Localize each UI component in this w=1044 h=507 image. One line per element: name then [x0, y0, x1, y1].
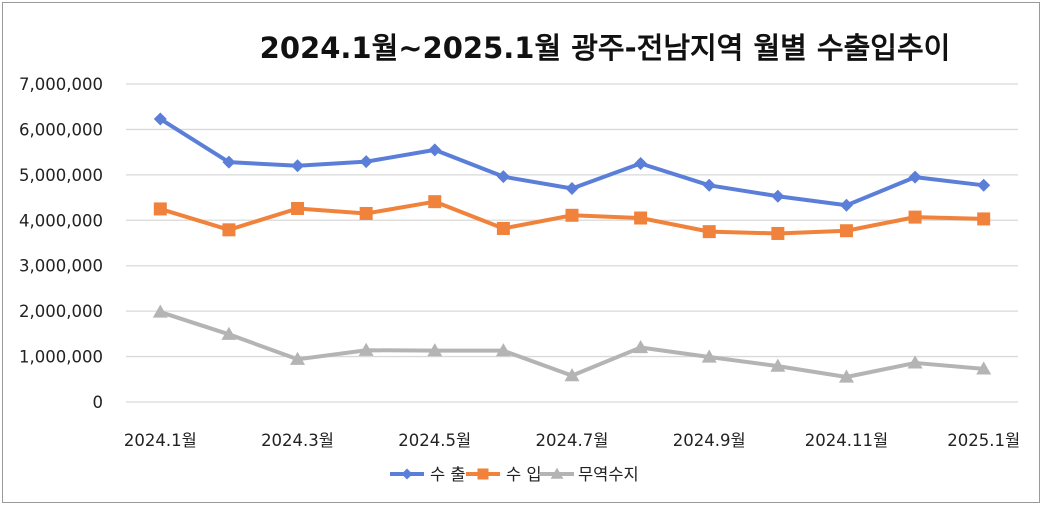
series-2	[152, 304, 992, 383]
y-tick-label: 4,000,000	[19, 211, 103, 230]
legend: 수 출 수 입 무역수지	[390, 465, 639, 484]
data-point	[701, 349, 717, 363]
x-tick-label: 2024.5월	[398, 431, 471, 450]
x-tick-label: 2025.1월	[947, 431, 1020, 450]
data-point	[771, 189, 785, 203]
data-point	[359, 155, 373, 169]
data-point	[358, 342, 374, 356]
data-point	[839, 224, 853, 238]
data-point	[496, 170, 510, 184]
data-point	[152, 304, 168, 318]
data-point	[565, 181, 579, 195]
legend-label: 수 출	[430, 465, 466, 484]
data-point	[839, 198, 853, 212]
data-point	[908, 210, 922, 224]
gridlines	[126, 83, 1018, 403]
data-point	[290, 351, 306, 365]
series-1	[153, 195, 991, 240]
data-point	[428, 143, 442, 157]
data-point	[359, 206, 373, 220]
data-point	[634, 157, 648, 170]
data-point	[977, 178, 991, 192]
data-point	[222, 223, 236, 237]
data-point	[496, 221, 510, 235]
legend-marker	[550, 467, 564, 479]
x-tick-label: 2024.11월	[805, 431, 888, 450]
data-point	[977, 212, 991, 226]
legend-item: 수 출	[390, 465, 466, 484]
x-tick-label: 2024.3월	[261, 431, 334, 450]
series-line	[158, 310, 986, 380]
chart-title: 2024.1월~2025.1월 광주-전남지역 월별 수출입추이	[260, 31, 951, 65]
data-point	[564, 368, 580, 382]
x-tick-label: 2024.9월	[673, 431, 746, 450]
legend-item: 수 입	[466, 465, 542, 484]
data-point	[291, 201, 305, 215]
legend-marker	[401, 468, 413, 480]
legend-label: 수 입	[506, 465, 542, 484]
data-point	[838, 369, 854, 383]
y-tick-label: 2,000,000	[19, 302, 103, 321]
data-point	[495, 343, 511, 357]
data-point	[908, 170, 922, 184]
legend-label: 무역수지	[578, 465, 639, 484]
series-0	[153, 112, 991, 212]
data-point	[907, 355, 923, 369]
y-tick-label: 3,000,000	[19, 257, 103, 276]
data-point	[428, 195, 442, 209]
data-point	[702, 225, 716, 239]
x-tick-label: 2024.1월	[124, 431, 197, 450]
series-layer	[152, 112, 992, 383]
data-point	[771, 226, 785, 240]
data-point	[222, 155, 236, 169]
data-point	[702, 178, 716, 192]
data-point	[633, 339, 649, 354]
x-axis-tick-labels: 2024.1월 2024.3월 2024.5월 2024.7월 2024.9월 2024.…	[124, 431, 1020, 450]
x-tick-label: 2024.7월	[536, 431, 609, 450]
data-point	[565, 208, 579, 222]
y-tick-label: 1,000,000	[19, 348, 103, 367]
legend-marker	[477, 468, 489, 480]
data-point	[221, 326, 237, 340]
y-tick-label: 6,000,000	[19, 120, 103, 139]
data-point	[291, 159, 305, 173]
y-axis-tick-labels: 0 1,000,000 2,000,000 3,000,000 4,000,000 5,0…	[19, 75, 103, 412]
data-point	[634, 211, 648, 225]
y-tick-label: 0	[93, 393, 104, 412]
y-tick-label: 7,000,000	[19, 75, 103, 94]
data-point	[976, 361, 992, 375]
data-point	[153, 202, 167, 216]
data-point	[427, 343, 443, 357]
data-point	[153, 112, 167, 126]
y-tick-label: 5,000,000	[19, 166, 103, 185]
data-point	[770, 358, 786, 372]
legend-item: 무역수지	[540, 465, 639, 484]
